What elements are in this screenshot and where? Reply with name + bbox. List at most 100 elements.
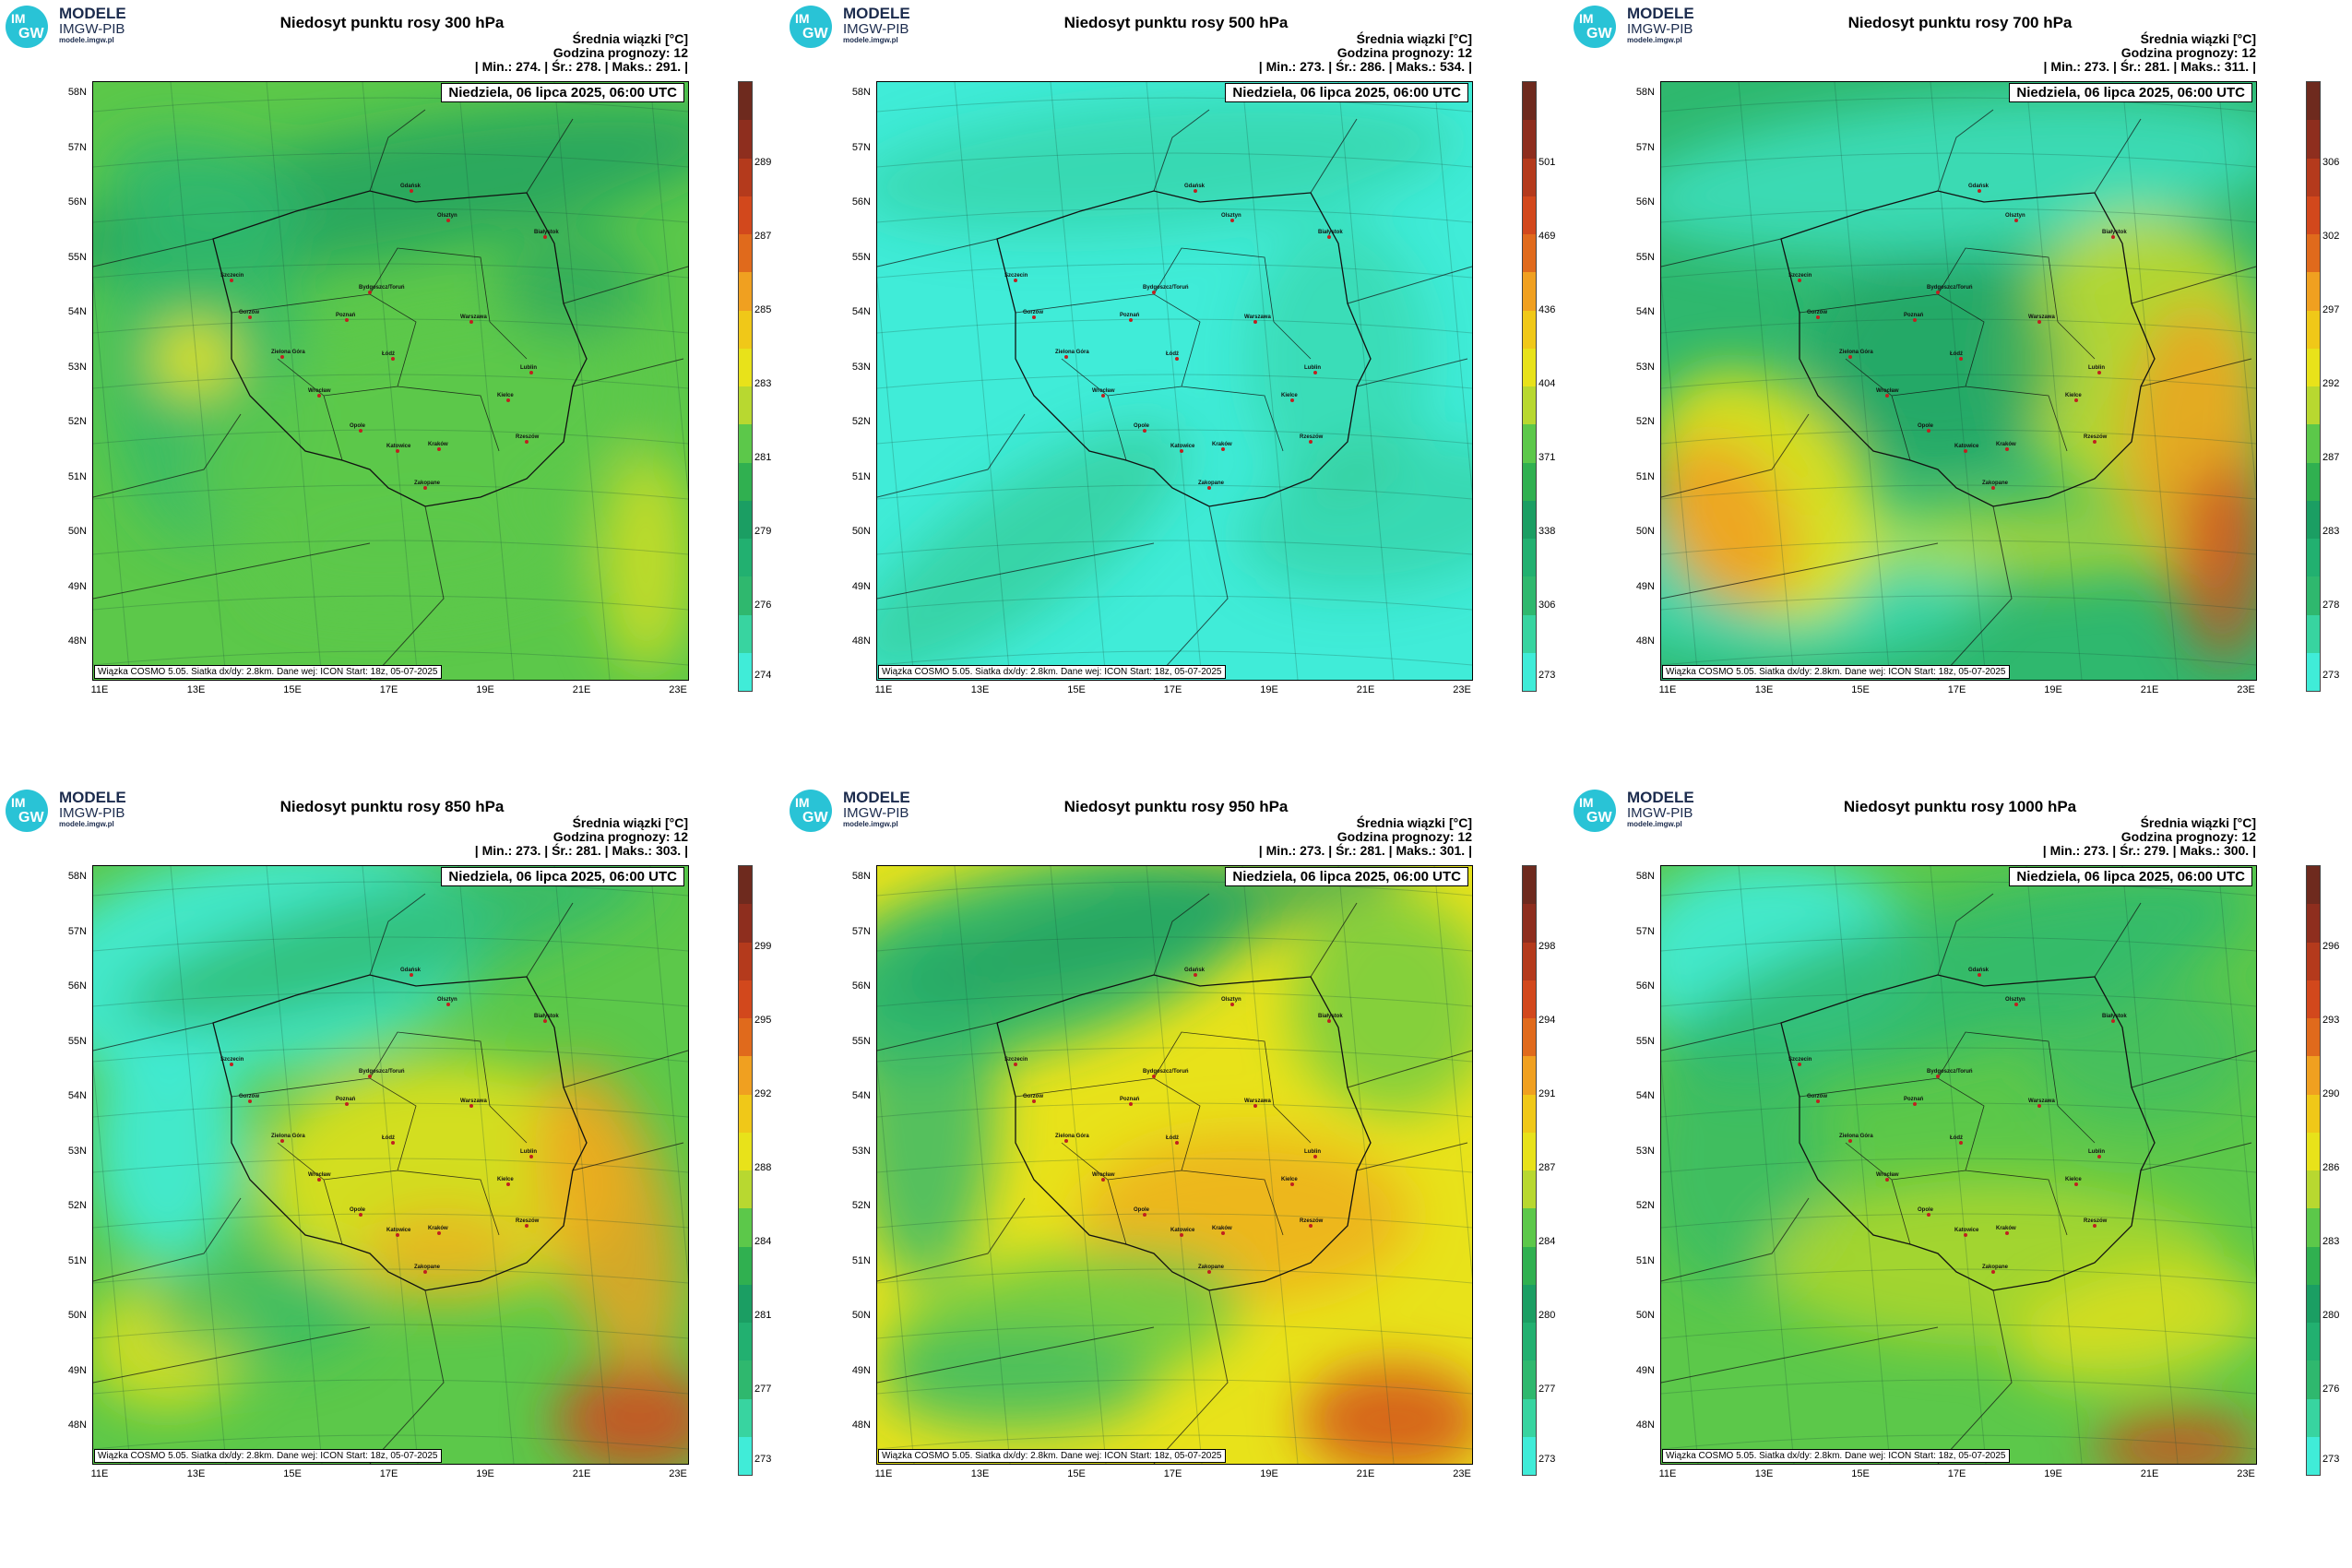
- map-area: Gdańsk Olsztyn Białystok Szczecin Bydgoszcz/…: [1660, 81, 2257, 681]
- colorbar-tick: 279: [754, 526, 772, 537]
- city-dot: [1194, 189, 1197, 193]
- dew-point-deficit-field: Gdańsk Olsztyn Białystok Szczecin Bydgoszcz/…: [1661, 866, 2256, 1464]
- city-dot: [1313, 1155, 1317, 1158]
- lon-label: 15E: [1067, 1468, 1086, 1479]
- lon-label: 19E: [2044, 1468, 2062, 1479]
- colorbar-tick: 278: [2322, 600, 2340, 611]
- colorbar-tick: 283: [754, 378, 772, 389]
- logo-org: IMGW-PIB: [843, 804, 909, 821]
- city-dot: [230, 279, 233, 282]
- city-dot: [1143, 1213, 1146, 1217]
- lat-label: 55N: [851, 251, 871, 263]
- city-dot: [1978, 973, 1981, 977]
- lat-label: 56N: [851, 980, 871, 992]
- colorbar-tick: 292: [2322, 378, 2340, 389]
- info-line1: Średnia wiązki [°C]: [1356, 815, 1472, 830]
- colorbar-tick: 273: [1538, 1454, 1556, 1465]
- city-label: Kraków: [428, 1226, 448, 1231]
- lat-label: 54N: [67, 1090, 87, 1101]
- colorbar-tick: 469: [1538, 231, 1556, 242]
- dew-point-deficit-field: Gdańsk Olsztyn Białystok Szczecin Bydgoszcz/…: [93, 866, 688, 1464]
- colorbar: [1522, 81, 1537, 692]
- panel-title: Niedosyt punktu rosy 300 hPa: [279, 14, 505, 31]
- map-panel: IM GW MODELE IMGW-PIB modele.imgw.pl Niedosy…: [784, 784, 1568, 1568]
- city-dot: [469, 1104, 473, 1108]
- colorbar-tick: 280: [1538, 1310, 1556, 1321]
- city-dot: [368, 291, 372, 294]
- model-footer: Wiązka COSMO 5.05. Siatka dx/dy: 2.8km. …: [94, 665, 442, 679]
- lon-label: 19E: [476, 684, 494, 695]
- lon-label: 21E: [1356, 1468, 1375, 1479]
- forecast-date: Niedziela, 06 lipca 2025, 06:00 UTC: [441, 867, 684, 886]
- lat-label: 49N: [851, 1364, 871, 1376]
- city-label: Wrocław: [308, 1172, 331, 1178]
- lat-label: 57N: [67, 141, 87, 153]
- city-dot: [1129, 318, 1133, 322]
- lon-label: 17E: [1947, 684, 1966, 695]
- city-label: Białystok: [2102, 1014, 2127, 1019]
- city-label: Opole: [350, 423, 366, 429]
- city-label: Warszawa: [2028, 315, 2055, 320]
- city-dot: [1290, 398, 1294, 402]
- imgw-logo-icon: IM GW: [1574, 6, 1616, 48]
- city-dot: [2005, 447, 2009, 451]
- city-label: Poznań: [1904, 1097, 1924, 1102]
- city-label: Zielona Góra: [271, 1134, 305, 1139]
- logo-url: modele.imgw.pl: [59, 35, 114, 44]
- city-label: Katowice: [1170, 444, 1195, 449]
- lon-label: 13E: [970, 1468, 990, 1479]
- stats-line: | Min.: 273. | Śr.: 279. | Maks.: 300. |: [2042, 843, 2256, 858]
- map-area: Gdańsk Olsztyn Białystok Szczecin Bydgoszcz/…: [876, 81, 1473, 681]
- lat-label: 58N: [851, 87, 871, 98]
- panel-title: Niedosyt punktu rosy 950 hPa: [1063, 798, 1289, 815]
- model-footer: Wiązka COSMO 5.05. Siatka dx/dy: 2.8km. …: [878, 665, 1226, 679]
- city-dot: [1221, 1231, 1225, 1235]
- forecast-date: Niedziela, 06 lipca 2025, 06:00 UTC: [441, 83, 684, 102]
- stats-line: | Min.: 273. | Śr.: 281. | Maks.: 311. |: [2043, 59, 2256, 74]
- city-label: Łódź: [1950, 351, 1963, 357]
- city-dot: [1936, 1075, 1940, 1078]
- city-label: Wrocław: [1092, 1172, 1115, 1178]
- colorbar: [2306, 865, 2321, 1476]
- panel-title: Niedosyt punktu rosy 850 hPa: [279, 798, 505, 815]
- logo-url: modele.imgw.pl: [1627, 819, 1682, 828]
- city-label: Olsztyn: [437, 213, 457, 219]
- info-line2: Godzina prognozy: 12: [2120, 45, 2256, 60]
- city-label: Gdańsk: [400, 968, 422, 973]
- lon-label: 19E: [2044, 684, 2062, 695]
- city-label: Łódź: [382, 351, 395, 357]
- colorbar-tick: 436: [1538, 304, 1556, 315]
- lon-label: 21E: [1356, 684, 1375, 695]
- info-line2: Godzina prognozy: 12: [1336, 45, 1472, 60]
- lon-label: 11E: [874, 1468, 893, 1479]
- city-label: Rzeszów: [1300, 1218, 1324, 1224]
- model-footer: Wiązka COSMO 5.05. Siatka dx/dy: 2.8km. …: [878, 1449, 1226, 1463]
- city-label: Opole: [1134, 423, 1150, 429]
- city-label: Łódź: [1166, 351, 1179, 357]
- city-label: Kielce: [497, 1177, 514, 1182]
- city-dot: [1927, 1213, 1930, 1217]
- dew-point-deficit-field: Gdańsk Olsztyn Białystok Szczecin Bydgoszcz/…: [877, 866, 1472, 1464]
- city-label: Zakopane: [414, 481, 441, 486]
- lat-label: 58N: [67, 87, 87, 98]
- city-label: Zielona Góra: [1055, 350, 1089, 355]
- lat-label: 53N: [1635, 1145, 1655, 1157]
- city-label: Rzeszów: [2084, 1218, 2108, 1224]
- city-dot: [1221, 447, 1225, 451]
- lat-label: 48N: [67, 636, 87, 647]
- city-dot: [391, 1141, 395, 1145]
- colorbar-tick: 404: [1538, 378, 1556, 389]
- city-dot: [1964, 449, 1967, 453]
- info-line1: Średnia wiązki [°C]: [2140, 31, 2256, 46]
- logo-url: modele.imgw.pl: [843, 819, 898, 828]
- colorbar-tick: 280: [2322, 1310, 2340, 1321]
- lat-label: 57N: [851, 141, 871, 153]
- city-label: Katowice: [1954, 444, 1979, 449]
- city-dot: [2074, 1182, 2078, 1186]
- lon-label: 23E: [1453, 1468, 1471, 1479]
- lon-label: 13E: [1754, 684, 1774, 695]
- city-label: Gdańsk: [1184, 968, 1206, 973]
- city-dot: [1101, 394, 1105, 398]
- city-label: Lublin: [520, 1149, 537, 1155]
- colorbar-tick: 274: [754, 670, 772, 681]
